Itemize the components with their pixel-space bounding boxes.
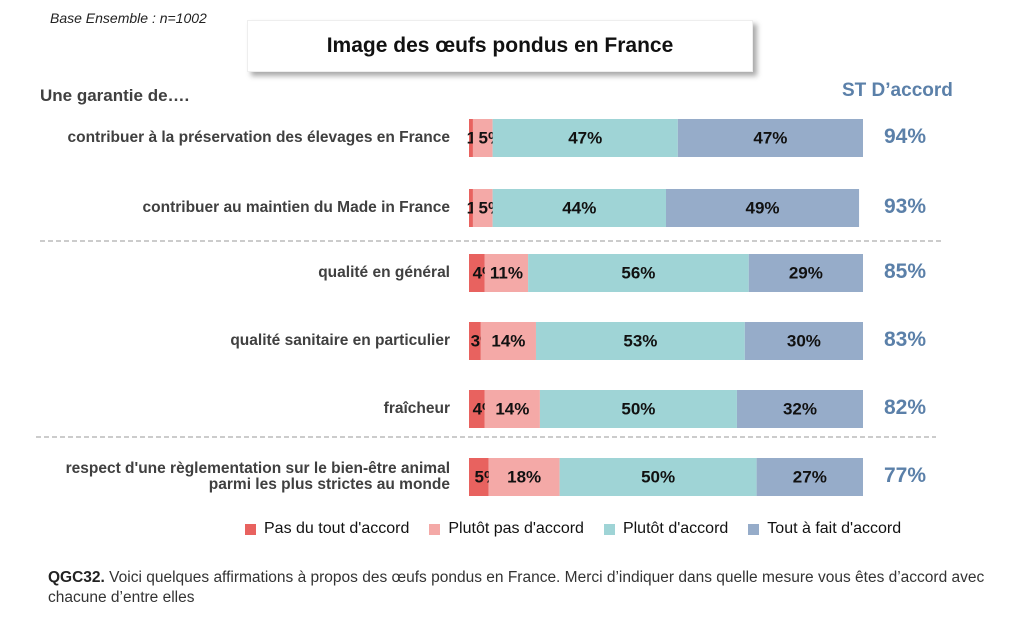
total-label: 77% [883,464,927,487]
data-label: 53% [623,332,657,351]
bar-segment [736,390,863,428]
data-label: 14% [495,400,529,419]
bar-segment [559,458,757,496]
legend-label: Tout à fait d'accord [767,520,902,537]
total-label: 82% [883,396,927,419]
bar-segment [748,254,863,292]
total-label: 93% [883,195,927,218]
bar-segment [469,390,485,428]
legend-label: Plutôt pas d'accord [448,520,584,537]
legend-swatch [748,523,760,535]
question-text: Voici quelques affirmations à propos des… [48,569,985,606]
bar-segment [469,189,473,227]
category-label: contribuer au maintien du Made in France [142,199,450,216]
category-label: qualité sanitaire en particulier [230,332,450,349]
legend-item: Plutôt pas d'accord [429,520,584,538]
footer: QGC32. Voici quelques affirmations à pro… [48,568,998,608]
total-label: 94% [883,125,927,148]
legend-item: Tout à fait d'accord [748,520,901,538]
data-label: 56% [621,264,655,283]
legend-swatch [603,523,615,535]
data-label: 44% [562,199,596,218]
bar-segment [472,119,493,157]
data-label: 47% [753,129,787,148]
bar-segment [756,458,863,496]
bar-segment [492,119,678,157]
category-label: fraîcheur [383,400,450,417]
bar-segment [472,189,493,227]
bar-segment [469,322,481,360]
bar-segment [469,119,473,157]
bar-segment [480,322,536,360]
legend-item: Plutôt d'accord [603,520,729,538]
data-label: 30% [787,332,821,351]
legend-item: Pas du tout d'accord [245,520,409,538]
data-label: 29% [789,264,823,283]
total-label: 83% [883,328,927,351]
data-label: 14% [491,332,525,351]
chart-title: Image des œufs pondus en France [247,20,753,72]
legend-label: Pas du tout d'accord [264,520,410,537]
bar-segment [744,322,863,360]
bar-segment [469,254,485,292]
data-label: 47% [568,129,602,148]
base-note: Base Ensemble : n=1002 [50,10,207,26]
subtitle: Une garantie de…. [40,86,190,105]
total-header: ST D’accord [842,80,953,101]
total-label: 85% [883,260,927,283]
data-label: 18% [507,468,541,487]
bar-segment [469,458,489,496]
data-label: 27% [793,468,827,487]
data-label: 11% [490,264,523,283]
bar-segment [666,189,860,227]
legend-swatch [245,523,256,535]
category-label: qualité en général [318,264,450,281]
category-label: contribuer à la préservation des élevage… [67,129,451,146]
bar-segment [484,254,529,292]
bar-segment [535,322,745,360]
bar-segment [492,189,666,227]
legend: Pas du tout d'accord Plutôt pas d'accord P… [245,520,901,538]
question-code: QGC32. [48,569,105,586]
data-label: 49% [746,199,780,218]
legend-swatch [429,523,441,535]
category-label: respect d'une règlementation sur le bien… [65,460,450,493]
bar-segment [528,254,749,292]
data-label: 32% [783,400,817,419]
bar-segment [677,119,863,157]
data-label: 50% [621,400,655,419]
bar-segment [539,390,737,428]
legend-label: Plutôt d'accord [622,520,729,537]
data-label: 50% [641,468,675,487]
bar-segment [488,458,560,496]
bar-segment [484,390,540,428]
